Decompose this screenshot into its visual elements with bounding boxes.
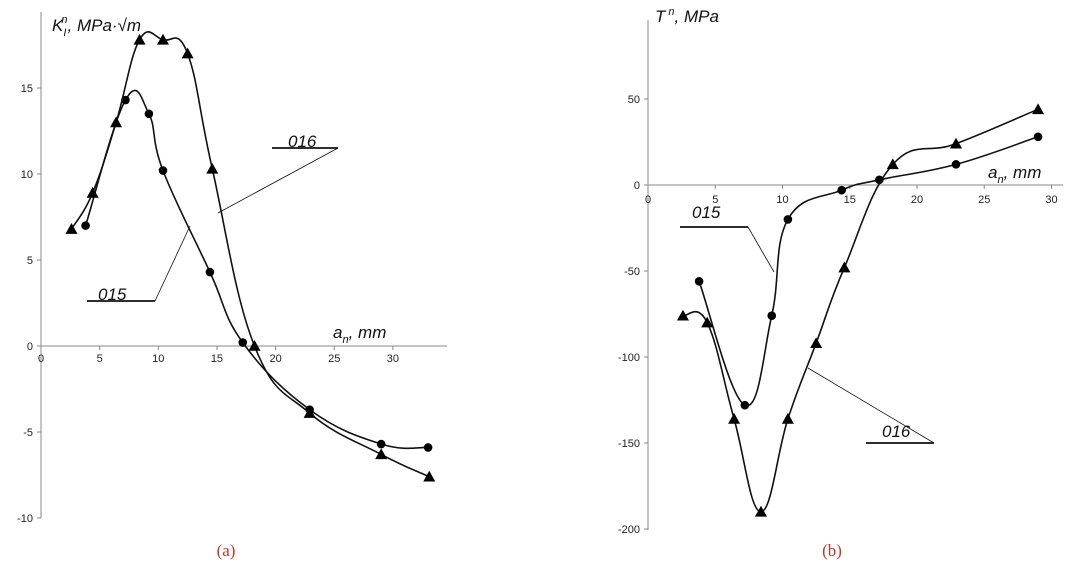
series-015-point	[951, 160, 961, 169]
x-tick-label: 30	[387, 353, 399, 365]
series-016-line	[682, 108, 1039, 513]
series-015-point	[376, 439, 386, 449]
y-label-sup: n	[668, 6, 674, 18]
y-label-sub: I	[63, 27, 66, 39]
y-label-units: , MPa·√m	[68, 16, 142, 35]
series-015-point	[694, 277, 704, 286]
panel-caption: (b)	[822, 541, 842, 560]
series-015-leader-line	[154, 225, 191, 302]
x-tick-label: 0	[645, 194, 651, 206]
series-016-leader-line	[217, 147, 339, 214]
series-015-label: 015	[692, 203, 721, 222]
series-016-point	[110, 116, 123, 128]
series-015-leader-line	[747, 226, 775, 273]
series-016-point	[181, 47, 194, 59]
y-label-main: K	[52, 16, 64, 35]
series-016-point	[1032, 103, 1045, 115]
y-label-units: , MPa	[675, 7, 719, 26]
y-tick-label: 10	[21, 169, 33, 181]
series-015-line	[84, 89, 429, 450]
x-tick-label: 25	[328, 353, 340, 365]
series-016-label: 016	[882, 422, 911, 441]
x-tick-label: 30	[1045, 194, 1057, 206]
y-tick-label: 15	[21, 83, 33, 95]
x-tick-label: 10	[152, 353, 164, 365]
series-015-point	[875, 175, 884, 185]
y-label-sup: n	[61, 14, 67, 26]
series-015-point	[1033, 132, 1043, 142]
x-axis-label: an, mm	[988, 163, 1041, 186]
series-016-point	[423, 470, 436, 482]
x-tick-label: 20	[269, 353, 281, 365]
y-tick-label: 0	[634, 180, 640, 192]
x-tick-label: 15	[211, 353, 223, 365]
series-016-point	[754, 505, 767, 517]
y-tick-label: -200	[618, 524, 640, 536]
series-016-point	[156, 33, 169, 45]
series-015-point	[81, 221, 90, 230]
x-tick-label: 15	[844, 194, 856, 206]
x-label-sub: n	[997, 174, 1003, 186]
x-tick-label: 5	[712, 194, 718, 206]
series-016-point	[728, 412, 741, 424]
series-016-point	[206, 162, 219, 174]
panel-caption: (a)	[217, 541, 236, 560]
x-tick-label: 5	[97, 353, 103, 365]
series-015-point	[205, 267, 215, 277]
series-016-leader-line	[807, 367, 935, 444]
x-label-units: , mm	[349, 323, 387, 342]
y-axis-label: KIn, MPa·√m	[52, 14, 141, 39]
y-tick-label: 5	[27, 255, 33, 267]
x-label-main: a	[988, 163, 997, 182]
series-016-point	[133, 33, 146, 45]
y-tick-label: 50	[628, 94, 640, 106]
x-axis-label: an, mm	[333, 323, 386, 346]
series-016-point	[375, 448, 388, 460]
series-015-point	[767, 311, 777, 321]
series-016-label: 016	[288, 132, 317, 151]
series-015-point	[740, 400, 750, 410]
series-016-point	[838, 261, 851, 273]
series-016-point	[950, 137, 963, 149]
series-016-point	[86, 186, 99, 198]
x-label-main: a	[333, 323, 342, 342]
x-tick-label: 25	[978, 194, 990, 206]
series-015-point	[158, 166, 168, 175]
series-015-point	[837, 185, 846, 195]
series-015-point	[238, 338, 248, 347]
x-tick-label: 20	[911, 194, 923, 206]
series-016-point	[248, 340, 261, 351]
series-016-point	[65, 223, 78, 234]
series-015-label: 015	[98, 285, 127, 304]
x-tick-label: 0	[38, 353, 44, 365]
y-tick-label: -100	[618, 352, 640, 364]
y-tick-label: 0	[27, 341, 33, 353]
x-label-units: , mm	[1004, 163, 1042, 182]
series-016-line	[70, 31, 430, 478]
series-015-point	[144, 109, 154, 119]
series-016-point	[886, 158, 899, 170]
series-015-point	[783, 215, 793, 224]
series-016-point	[781, 412, 794, 424]
y-tick-label: -150	[618, 438, 640, 450]
y-tick-label: -5	[23, 427, 33, 439]
y-label-main: T	[655, 7, 667, 26]
y-tick-label: -10	[17, 513, 33, 525]
x-label-sub: n	[342, 334, 348, 346]
series-016-point	[701, 316, 714, 328]
y-tick-label: -50	[624, 266, 640, 278]
series-016-point	[676, 309, 689, 321]
series-016-point	[810, 337, 823, 349]
x-tick-label: 10	[776, 194, 788, 206]
series-015-point	[423, 443, 433, 452]
series-016-point	[303, 407, 316, 418]
